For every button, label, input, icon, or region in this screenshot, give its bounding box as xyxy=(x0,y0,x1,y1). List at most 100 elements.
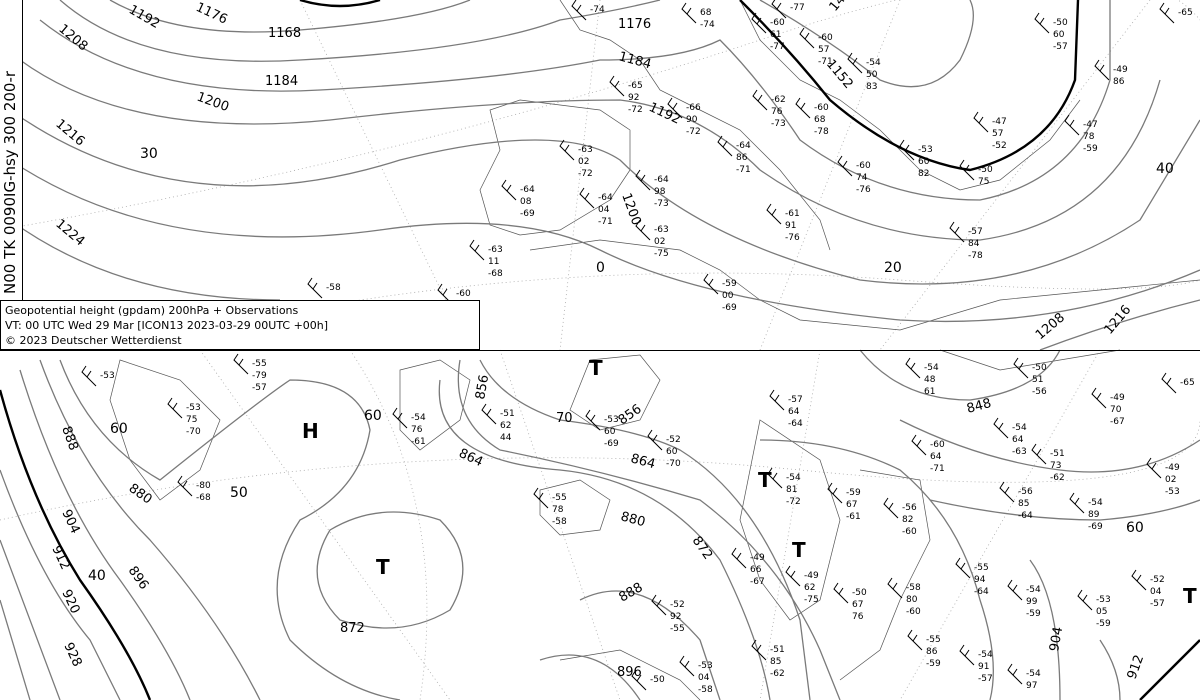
temperature-value: -54 xyxy=(978,650,993,660)
dewpoint-value: -68 xyxy=(488,269,503,279)
top-station-plot: -59 00 -69 xyxy=(703,273,737,313)
temperature-value: -63 xyxy=(578,145,593,155)
top-station-plot: -47 78 -59 xyxy=(1064,114,1098,154)
top-station-plot: -57 84 -78 xyxy=(949,221,983,261)
caption-title: Geopotential height (gpdam) 200hPa + Obs… xyxy=(5,304,299,317)
temperature-value: -60 xyxy=(770,18,785,28)
contour-label: 1176 xyxy=(193,0,229,28)
temperature-value: -53 xyxy=(100,371,115,381)
dewpoint-value: -57 xyxy=(978,674,993,684)
temperature-value: -64 xyxy=(654,175,669,185)
temperature-value: -64 xyxy=(520,185,535,195)
temperature-value: -50 xyxy=(852,588,867,598)
wind-barb-icon xyxy=(959,644,975,666)
wind-barb-icon xyxy=(651,594,667,616)
temperature-value: -61 xyxy=(785,209,800,219)
height-value: 67 xyxy=(852,600,863,610)
height-value: 85 xyxy=(1018,499,1029,509)
wind-barb-icon xyxy=(233,353,249,375)
dewpoint-value: -64 xyxy=(788,419,803,429)
wind-barb-icon xyxy=(667,97,683,119)
temperature-value: -49 xyxy=(750,553,765,563)
top-station-plot: -54 50 83 xyxy=(847,52,881,92)
wind-barb-icon xyxy=(973,111,989,133)
high-pressure-marker: H xyxy=(302,419,319,443)
temperature-value: -55 xyxy=(552,493,567,503)
bottom-contour-labels: 888 880 904 912 920 928 896 872 856 864 … xyxy=(48,356,1197,681)
height-value: 99 xyxy=(1026,597,1038,607)
wind-barb-icon xyxy=(177,475,193,497)
height-value: 60 xyxy=(666,447,678,457)
wind-barb-icon xyxy=(167,397,183,419)
temperature-value: -51 xyxy=(1050,449,1065,459)
bottom-station-plot: -50 51 -56 xyxy=(1013,357,1047,397)
bottom-station-plot: -50 xyxy=(631,669,665,691)
grid-label: 40 xyxy=(1156,161,1174,177)
bottom-station-plot: -53 04 -58 xyxy=(679,655,713,695)
contour-label: 1176 xyxy=(618,17,651,32)
contour-label: 856 xyxy=(473,374,492,401)
bottom-station-plot: -54 81 -72 xyxy=(767,467,801,507)
dewpoint-value: -69 xyxy=(604,439,619,449)
bottom-station-plot: -55 78 -58 xyxy=(533,487,567,527)
bottom-station-plot: -57 64 -64 xyxy=(769,389,803,429)
temperature-value: -59 xyxy=(846,488,861,498)
height-value: 64 xyxy=(788,407,800,417)
wind-barb-icon xyxy=(1091,387,1107,409)
contour-label: 904 xyxy=(58,507,82,536)
temperature-value: -56 xyxy=(902,503,917,513)
top-contours xyxy=(9,0,1200,351)
temperature-value: -60 xyxy=(814,103,829,113)
wind-barb-icon xyxy=(609,75,625,97)
dewpoint-value: -71 xyxy=(930,464,945,474)
contour-label: 928 xyxy=(60,640,84,669)
temperature-value: -52 xyxy=(1150,575,1165,585)
bottom-station-plot: -52 04 -57 xyxy=(1131,569,1165,609)
wind-barb-icon xyxy=(392,407,408,429)
wind-barb-icon xyxy=(731,547,747,569)
temperature-value: -51 xyxy=(770,645,785,655)
grid-label: 60 xyxy=(110,421,128,437)
bottom-station-plot: -51 73 -62 xyxy=(1031,443,1065,483)
wind-barb-icon xyxy=(1007,579,1023,601)
bottom-station-plot: -51 62 44 xyxy=(481,403,515,443)
temperature-value: -57 xyxy=(968,227,983,237)
temperature-value: -80 xyxy=(196,481,211,491)
height-value: 98 xyxy=(654,187,666,197)
low-pressure-marker: T xyxy=(376,555,390,579)
temperature-value: -50 xyxy=(1053,18,1068,28)
contour-label: 912 xyxy=(1125,653,1148,681)
bottom-station-plot: -54 64 -63 xyxy=(993,417,1027,457)
temperature-value: -52 xyxy=(670,600,685,610)
wind-barb-icon xyxy=(437,283,453,305)
temperature-value: -54 xyxy=(1026,669,1041,679)
dewpoint-value: -60 xyxy=(906,607,921,617)
wind-barb-icon xyxy=(827,482,843,504)
wind-barb-icon xyxy=(1131,569,1147,591)
height-value: -74 xyxy=(700,20,715,30)
grid-label: 40 xyxy=(88,568,106,584)
height-value: 74 xyxy=(856,173,868,183)
wind-barb-icon xyxy=(1077,589,1093,611)
contour-label: 1192 xyxy=(126,2,162,32)
dewpoint-value: 61 xyxy=(924,387,935,397)
height-value: 90 xyxy=(686,115,698,125)
temperature-value: -47 xyxy=(992,117,1007,127)
height-value: 78 xyxy=(552,505,564,515)
height-value: 64 xyxy=(930,452,942,462)
height-value: 86 xyxy=(926,647,938,657)
dewpoint-value: -75 xyxy=(654,249,669,259)
bottom-station-plot: -59 67 -61 xyxy=(827,482,861,522)
temperature-value: -47 xyxy=(1083,120,1098,130)
wind-barb-icon xyxy=(959,159,975,181)
wind-barb-icon xyxy=(579,187,595,209)
contour-label: 896 xyxy=(125,564,152,593)
top-station-plot: -53 60 82 xyxy=(899,139,933,179)
temperature-value: -50 xyxy=(650,675,665,685)
height-value: 92 xyxy=(628,93,639,103)
wind-barb-icon xyxy=(717,135,733,157)
bottom-station-plot: -58 80 -60 xyxy=(887,577,921,617)
top-station-plot: -63 02 -72 xyxy=(559,139,593,179)
dewpoint-value: -59 xyxy=(1026,609,1041,619)
